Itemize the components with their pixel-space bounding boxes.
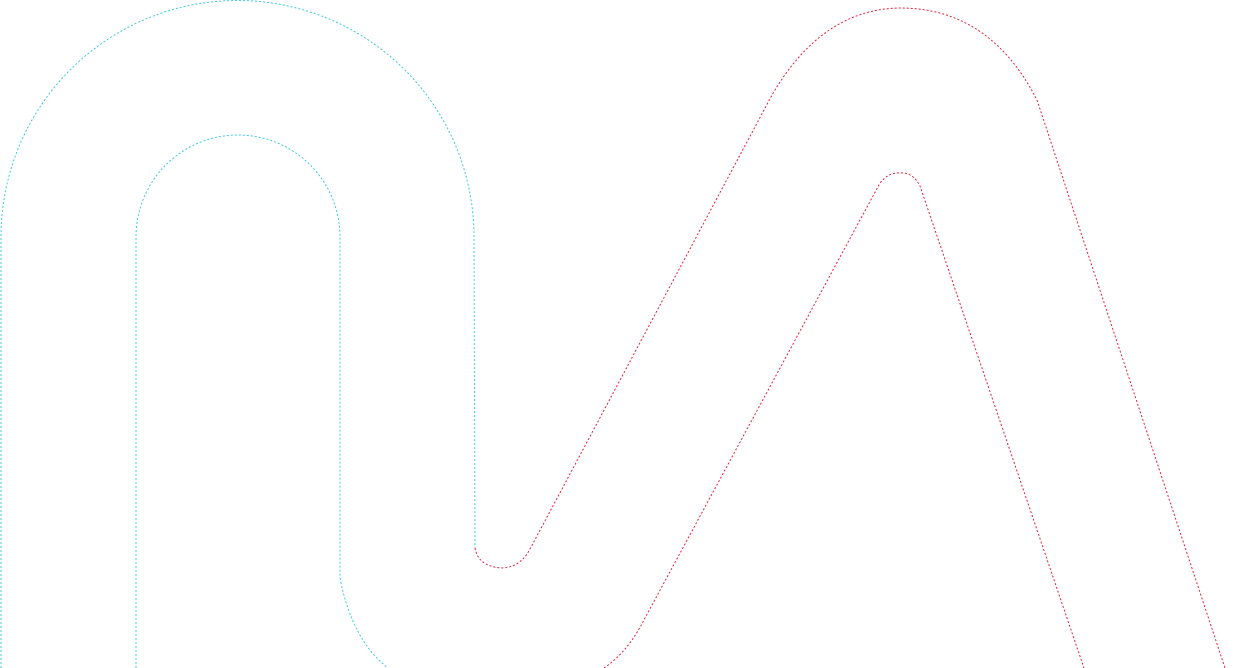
cyan-bottom-swoop-outline xyxy=(339,577,389,668)
cyan-outer-arch-outline xyxy=(0,0,476,668)
cyan-inner-arch-outline xyxy=(135,134,341,668)
red-outer-peak-outline xyxy=(474,7,1226,668)
red-inner-peak-outline xyxy=(603,172,1085,668)
